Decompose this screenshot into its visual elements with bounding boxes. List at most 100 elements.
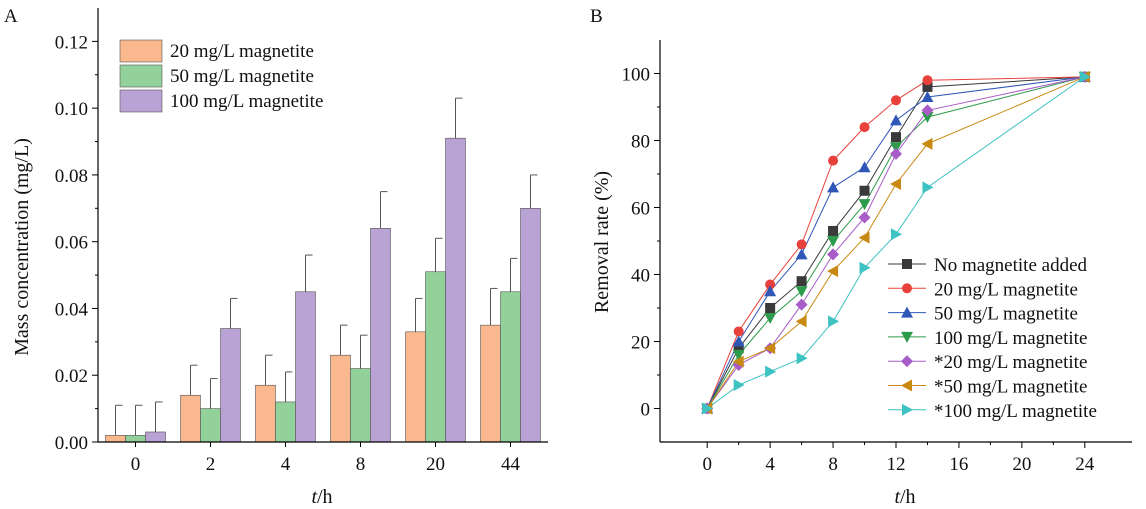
series-6-point-6 (795, 315, 807, 328)
x-tick-label-16: 16 (949, 454, 968, 475)
series-6-point-14 (921, 137, 933, 150)
series-2-point-10 (859, 122, 870, 133)
legend-label-4: 100 mg/L magnetite (934, 328, 1087, 349)
panel-b-y-axis-label: Removal rate (%) (591, 171, 613, 313)
panel-a-bars (105, 137, 541, 443)
series-7-point-12 (891, 228, 902, 241)
panel-b: B 0 20 40 60 80 100 0 4 8 12 16 20 24 No magnetite … (590, 6, 1132, 508)
series-7-point-0 (702, 402, 714, 415)
series-7-point-4 (765, 365, 777, 378)
legend-label-3: 50 mg/L magnetite (934, 304, 1078, 325)
x-tick-label-0: 0 (131, 454, 141, 475)
series-7-point-24 (1079, 70, 1091, 83)
x-tick-label-20: 20 (426, 454, 445, 475)
legend-marker-6 (901, 379, 912, 392)
series-2-point-2 (733, 326, 744, 337)
series-1-point-8 (828, 225, 839, 236)
legend-label-1: 20 mg/L magnetite (170, 41, 314, 62)
bar-3-0 (145, 431, 166, 443)
y-tick-label-0.12: 0.12 (55, 32, 88, 53)
panel-a-legend: 20 mg/L magnetite 50 mg/L magnetite 100 mg… (119, 39, 323, 113)
legend-label-5: *20 mg/L magnetite (934, 352, 1087, 373)
legend-marker-3 (901, 306, 913, 318)
bar-2-8 (350, 368, 371, 443)
bar-2-2 (200, 408, 221, 443)
series-1-point-6 (796, 276, 807, 287)
bar-3-8 (370, 228, 391, 443)
panel-a-y-axis-label: Mass concentration (mg/L) (11, 138, 33, 356)
bar-1-8 (330, 354, 351, 443)
y-tick-label-0.10: 0.10 (55, 99, 88, 120)
series-3-point-4 (764, 285, 777, 297)
series-3-point-12 (890, 114, 902, 126)
panel-a-y-tick-labels: 0.00 0.02 0.04 0.06 0.08 0.10 0.12 (55, 32, 89, 454)
series-3-point-6 (795, 248, 808, 260)
series-4-point-8 (827, 236, 840, 247)
x-tick-label-12: 12 (887, 454, 906, 475)
series-1-point-10 (859, 185, 870, 196)
x-tick-label-4: 4 (281, 454, 291, 475)
legend-swatch-2 (119, 64, 163, 88)
bar-2-0 (125, 435, 146, 443)
series-5-point-6 (795, 298, 808, 311)
legend-marker-5 (901, 355, 913, 368)
panel-b-y-tick-labels: 0 20 40 60 80 100 (622, 65, 651, 421)
bar-1-0 (105, 435, 126, 443)
series-2-point-4 (765, 279, 776, 290)
y-tick-label-0.02: 0.02 (55, 366, 88, 387)
legend-label-6: *50 mg/L magnetite (934, 377, 1087, 398)
series-4-point-4 (764, 313, 777, 325)
legend-marker-1 (902, 259, 912, 269)
y-tick-label-0.04: 0.04 (55, 299, 89, 320)
series-7-point-2 (733, 379, 745, 392)
panel-b-label: B (590, 6, 603, 27)
series-1-point-12 (891, 132, 901, 143)
series-6-point-12 (890, 178, 901, 191)
panel-a-x-axis-label: t/h (311, 486, 332, 508)
series-3-point-8 (827, 181, 840, 193)
series-5-point-10 (858, 211, 871, 224)
series-4-point-2 (732, 349, 745, 361)
series-7-point-8 (828, 315, 840, 328)
bar-1-44 (480, 324, 501, 443)
series-2-point-8 (828, 155, 839, 166)
legend-label-2: 50 mg/L magnetite (170, 66, 314, 87)
x-tick-label-20: 20 (1012, 454, 1031, 475)
series-4-point-12 (890, 142, 902, 154)
bar-3-20 (445, 137, 466, 443)
bar-3-44 (520, 208, 541, 443)
bar-2-44 (500, 291, 521, 443)
y-tick-label-20: 20 (631, 333, 650, 354)
y-tick-label-100: 100 (622, 65, 651, 86)
panel-b-x-axis-label-unit: /h (900, 486, 916, 508)
series-5-point-14 (921, 104, 934, 117)
x-tick-label-0: 0 (702, 454, 712, 475)
legend-label-3: 100 mg/L magnetite (170, 91, 323, 112)
x-tick-label-24: 24 (1075, 454, 1095, 475)
panel-b-x-tick-labels: 0 4 8 12 16 20 24 (702, 454, 1094, 475)
panel-a-x-axis-label-unit: /h (317, 486, 333, 508)
series-3-point-10 (858, 161, 871, 173)
x-tick-label-8: 8 (356, 454, 366, 475)
legend-label-7: *100 mg/L magnetite (934, 401, 1097, 422)
bar-1-20 (405, 331, 426, 443)
panel-b-legend: No magnetite added 20 mg/L magnetite 50 mg… (888, 255, 1097, 422)
series-5-point-12 (890, 147, 902, 160)
series-7-point-6 (796, 352, 808, 365)
bar-3-4 (295, 291, 316, 443)
panel-a-label: A (4, 6, 18, 27)
series-2-point-6 (796, 239, 807, 250)
panel-a-axes (92, 8, 548, 447)
panel-b-x-axis-label-var: t (894, 486, 900, 508)
legend-swatch-3 (119, 89, 163, 113)
legend-marker-4 (901, 331, 913, 343)
y-tick-label-0.00: 0.00 (55, 433, 88, 454)
series-4-point-6 (795, 286, 808, 298)
legend-label-2: 20 mg/L magnetite (934, 279, 1078, 300)
x-tick-label-8: 8 (828, 454, 838, 475)
series-2-point-14 (922, 75, 933, 86)
series-6-point-2 (732, 355, 744, 368)
series-1-point-14 (922, 81, 933, 92)
x-tick-label-2: 2 (206, 454, 216, 475)
